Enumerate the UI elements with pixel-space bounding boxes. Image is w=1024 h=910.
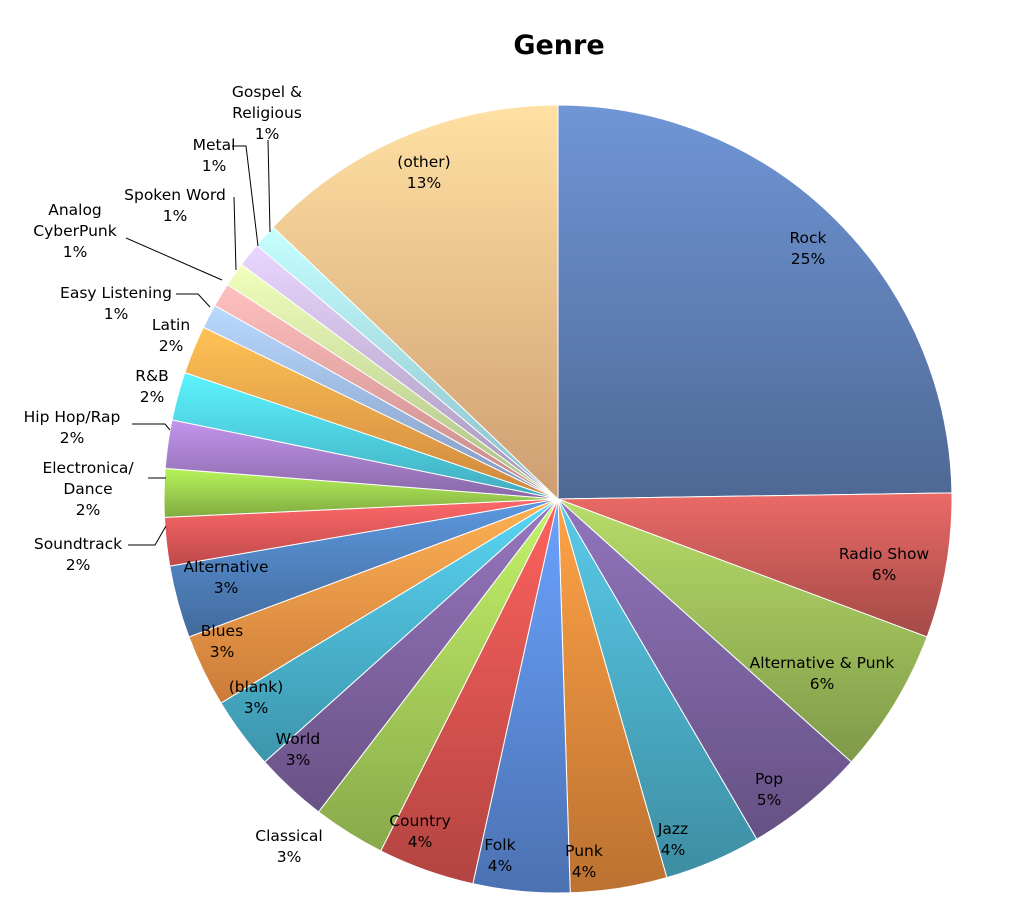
label-easy-listening: Easy Listening 1% <box>60 284 172 323</box>
label-rock: Rock 25% <box>789 229 826 268</box>
label-hip-hop-rap: Hip Hop/Rap 2% <box>24 408 121 447</box>
slice-radio-show <box>557 492 953 638</box>
label-pop: Pop 5% <box>755 770 783 809</box>
label-analog-cyberpunk: Analog CyberPunk 1% <box>33 201 116 261</box>
label-r-b: R&B 2% <box>135 367 169 406</box>
label-blank: (blank) 3% <box>229 678 284 717</box>
pie-slices <box>163 104 953 894</box>
label-latin: Latin 2% <box>152 316 190 355</box>
label-gospel-religious: Gospel & Religious 1% <box>232 83 302 143</box>
label-radio-show: Radio Show 6% <box>839 545 930 584</box>
label-alternative-punk: Alternative & Punk 6% <box>750 654 895 693</box>
label-jazz: Jazz 4% <box>657 820 688 859</box>
leader-metal <box>232 145 259 247</box>
label-soundtrack: Soundtrack 2% <box>34 535 122 574</box>
label-alternative: Alternative 3% <box>183 558 268 597</box>
leader-spoken-word <box>233 196 237 271</box>
slice-labels: Rock 25% Radio Show 6% Alternative & Punk 6% P… <box>24 83 930 881</box>
leader-analog-cyberpunk <box>125 237 223 281</box>
chart-title: Genre <box>513 30 604 61</box>
slice-rock <box>557 104 953 500</box>
label-world: World 3% <box>276 730 320 769</box>
label-metal: Metal 1% <box>193 136 236 175</box>
label-classical: Classical 3% <box>255 827 322 866</box>
label-spoken-word: Spoken Word 1% <box>124 186 226 225</box>
label-blues: Blues 3% <box>201 622 243 661</box>
leader-easy-listening <box>176 293 211 308</box>
label-punk: Punk 4% <box>565 842 603 881</box>
slice-alternative-punk <box>557 498 928 763</box>
label-other: (other) 13% <box>397 153 450 192</box>
leader-hip-hop-rap <box>132 423 171 431</box>
leader-gospel-religious <box>267 139 271 233</box>
leader-lines <box>125 139 271 546</box>
leader-soundtrack <box>128 525 167 546</box>
label-country: Country 4% <box>389 812 451 851</box>
label-folk: Folk 4% <box>484 836 515 875</box>
label-electronica-dance: Electronica/Dance 2% <box>42 459 134 519</box>
slice-other <box>272 104 559 501</box>
